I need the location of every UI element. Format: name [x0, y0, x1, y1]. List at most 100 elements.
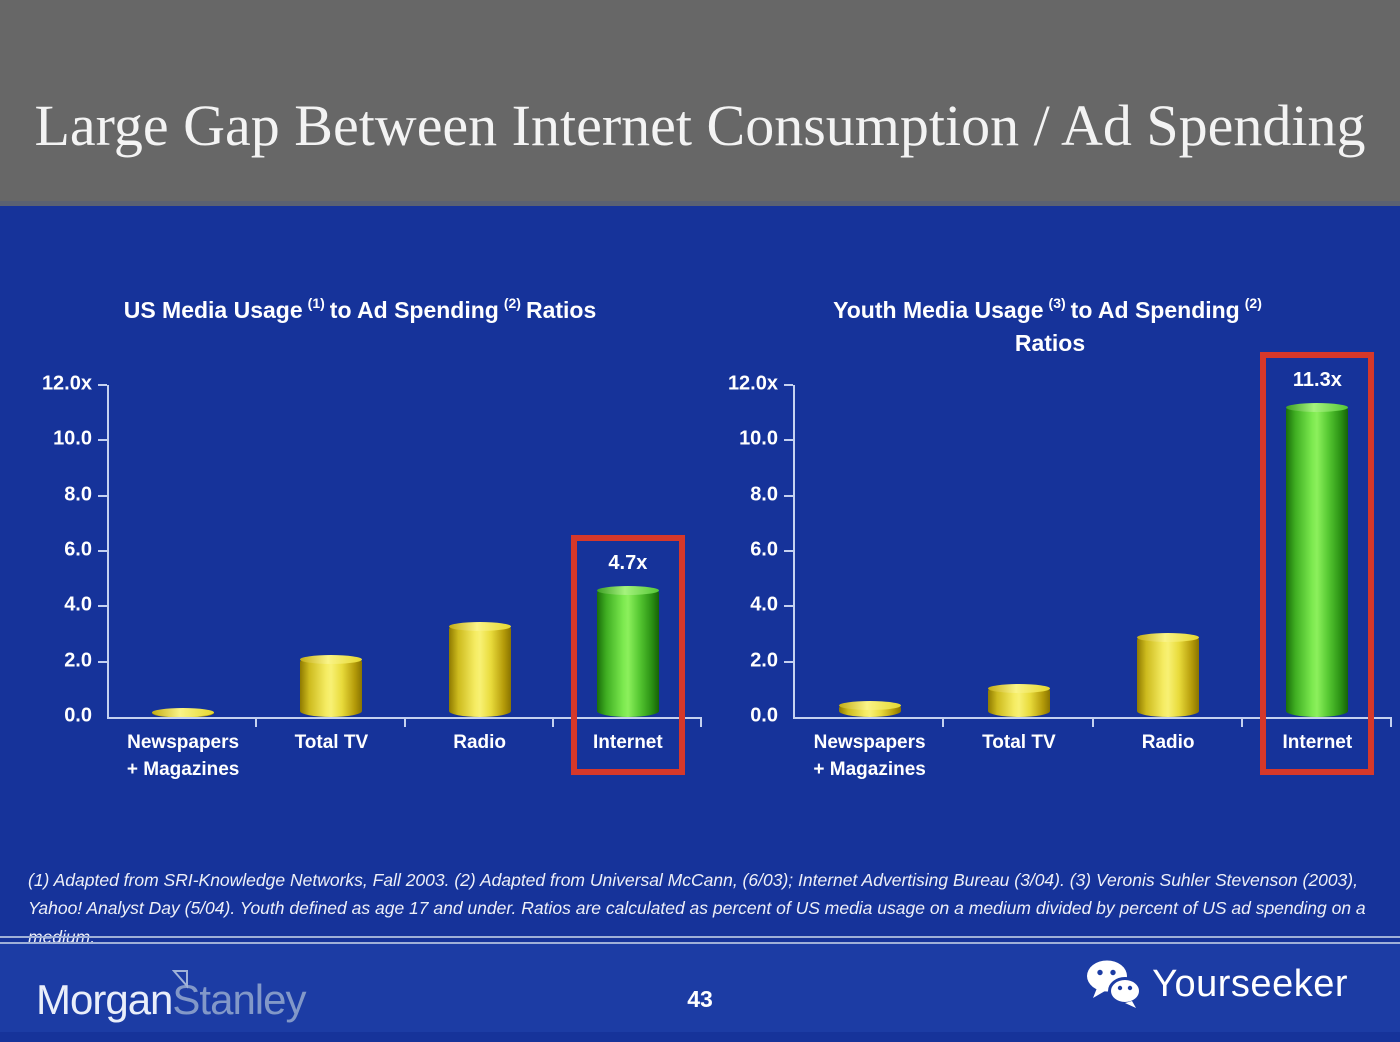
yourseeker-brand: Yourseeker — [1086, 960, 1348, 1008]
y-axis-tick-label: 8.0 — [64, 483, 92, 506]
y-axis-tick — [98, 384, 107, 386]
yourseeker-label: Yourseeker — [1152, 962, 1348, 1005]
morgan-stanley-flag-icon — [172, 970, 188, 989]
chart-title-text: US Media Usage — [123, 297, 303, 323]
chart-title-text: Youth Media Usage — [833, 297, 1044, 323]
morgan-stanley-logo: MorganStanley — [36, 976, 307, 1024]
x-category-label-line: Internet — [593, 732, 663, 753]
us-chart-title: US Media Usage (1) to Ad Spending (2) Ratios — [40, 294, 680, 327]
x-axis-tick — [1091, 719, 1094, 727]
bar-total-tv — [300, 655, 363, 717]
x-category-label: Newspapers + Magazines — [98, 730, 268, 783]
chart-title-text: to Ad Spending — [1070, 297, 1240, 323]
x-category-label: Newspapers + Magazines — [785, 730, 955, 783]
y-axis-tick-label: 12.0x — [41, 372, 92, 395]
bar-total-tv — [987, 684, 1050, 717]
bar-internet — [1286, 403, 1349, 717]
highlight-box — [1260, 352, 1375, 775]
x-category-label-line: Newspapers — [813, 732, 926, 753]
page-number: 43 — [687, 986, 713, 1012]
brand-word-stanley: Stanley — [172, 976, 306, 1023]
x-axis-tick — [1240, 719, 1243, 727]
wechat-icon — [1087, 960, 1143, 1008]
x-category-label: Radio — [1083, 730, 1253, 757]
footnote-ref-3: (3) — [1048, 295, 1066, 312]
bar-top-cap — [448, 621, 511, 631]
youth-chart-plot: 0.0 2.0 4.0 6.0 8.0 10.0 12.0x Newspapers + Maga… — [728, 352, 1392, 780]
x-category-label-line: + Magazines — [126, 758, 240, 780]
bar-radio — [448, 621, 511, 717]
x-category-label-line: Total TV — [982, 732, 1056, 753]
bar-newspapers-magazines — [152, 707, 215, 717]
bar-top-cap — [838, 700, 901, 710]
bar-top-cap — [1137, 633, 1200, 642]
x-category-label: Total TV — [246, 730, 416, 757]
bar-value-label: 4.7x — [608, 551, 648, 574]
x-axis-tick — [942, 719, 945, 727]
footnote-ref-1: (1) — [307, 295, 325, 312]
y-axis-tick-label: 0.0 — [750, 704, 778, 727]
bar-radio — [1137, 633, 1200, 717]
highlight-box — [570, 534, 685, 775]
slide-title: Large Gap Between Internet Consumption /… — [34, 93, 1366, 158]
footnote-ref-2: (2) — [503, 295, 521, 312]
x-axis-tick — [700, 719, 702, 727]
y-axis-tick — [98, 550, 107, 552]
y-axis-tick-label: 4.0 — [750, 593, 778, 616]
y-axis-tick — [784, 660, 793, 663]
us-chart-plot: 0.0 2.0 4.0 6.0 8.0 10.0 12.0x Newspapers + Maga… — [42, 372, 702, 780]
bar-top-cap — [152, 707, 215, 717]
y-axis-tick — [98, 494, 107, 497]
y-axis-tick-label: 12.0x — [727, 372, 778, 395]
bar-internet — [596, 585, 659, 717]
y-axis-tick — [784, 439, 793, 442]
slide-header: Large Gap Between Internet Consumption /… — [0, 0, 1400, 206]
footnote: (1) Adapted from SRI-Knowledge Networks,… — [28, 870, 1366, 947]
x-category-label: Total TV — [934, 730, 1104, 757]
brand-word-morgan: Morgan — [36, 976, 173, 1023]
y-axis-tick — [98, 605, 107, 608]
bar-newspapers-magazines — [838, 700, 901, 717]
y-axis-tick-label: 2.0 — [750, 649, 778, 672]
y-axis-tick-label: 6.0 — [64, 538, 92, 561]
x-category-label-line: Newspapers — [127, 732, 240, 753]
x-axis-tick — [551, 719, 554, 727]
y-axis-tick — [784, 605, 793, 608]
bar-value-label: 11.3x — [1292, 369, 1342, 392]
separator-line — [0, 942, 1400, 944]
x-category-label-line: Internet — [1282, 732, 1353, 753]
chart-title-text: Ratios — [525, 297, 597, 323]
separator-line — [0, 936, 1400, 938]
y-axis-tick-label: 10.0 — [53, 427, 92, 450]
x-axis-tick — [403, 719, 406, 727]
y-axis-tick-label: 6.0 — [750, 538, 778, 561]
x-category-label-line: Radio — [1141, 732, 1195, 753]
x-axis-tick — [1390, 719, 1392, 727]
bar-top-cap — [987, 684, 1050, 694]
youth-chart-title: Youth Media Usage (3) to Ad Spending (2) Ra… — [760, 294, 1340, 361]
y-axis-tick — [784, 384, 793, 386]
y-axis-tick — [784, 550, 793, 552]
x-axis-tick — [255, 719, 258, 727]
chart-title-text: to Ad Spending — [329, 297, 499, 323]
bar-top-cap — [1286, 403, 1349, 413]
y-axis-tick — [98, 660, 107, 663]
x-category-label: Internet — [543, 730, 713, 757]
y-axis-tick-label: 8.0 — [750, 483, 778, 506]
bar-top-cap — [596, 585, 659, 595]
x-category-label-line: + Magazines — [813, 758, 926, 780]
x-category-label: Radio — [395, 730, 565, 757]
y-axis-tick — [98, 439, 107, 442]
chart-title-line2: Ratios — [1014, 330, 1086, 357]
bar-top-cap — [300, 655, 363, 665]
x-category-label-line: Radio — [453, 732, 507, 753]
y-axis-tick-label: 0.0 — [64, 704, 92, 727]
y-axis-tick-label: 4.0 — [64, 593, 92, 616]
y-axis-tick-label: 2.0 — [64, 649, 92, 672]
x-category-label: Internet — [1232, 730, 1400, 757]
y-axis-tick — [784, 494, 793, 497]
chart-title-line1: Youth Media Usage (3) to Ad Spending (2) — [760, 294, 1340, 327]
footnote-ref-2: (2) — [1244, 295, 1262, 312]
y-axis-tick-label: 10.0 — [739, 427, 778, 450]
